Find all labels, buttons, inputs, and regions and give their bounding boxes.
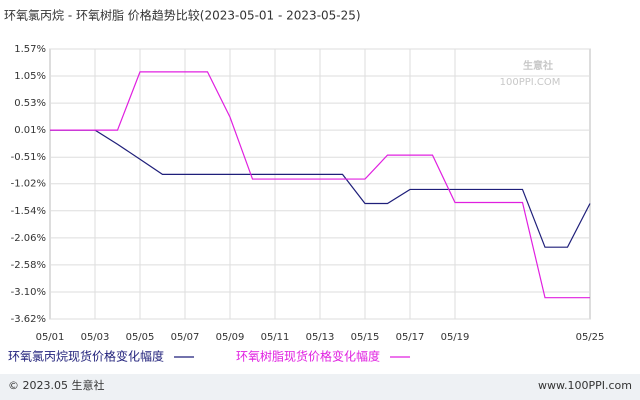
- y-tick-label: 1.05%: [14, 71, 46, 82]
- series-line: [50, 71, 590, 299]
- series-line: [50, 129, 591, 248]
- y-tick-label: -2.06%: [11, 233, 46, 244]
- y-tick-label: -2.58%: [11, 260, 46, 271]
- x-tick-label: 05/15: [351, 332, 380, 343]
- y-tick-label: -3.10%: [11, 287, 46, 298]
- x-tick-label: 05/07: [171, 332, 200, 343]
- y-tick-label: 0.53%: [14, 98, 46, 109]
- chart-title: 环氧氯丙烷 - 环氧树脂 价格趋势比较(2023-05-01 - 2023-05…: [4, 8, 361, 23]
- y-tick-label: -0.51%: [11, 152, 46, 163]
- x-tick-label: 05/05: [126, 332, 155, 343]
- y-tick-label: -3.62%: [11, 314, 46, 325]
- x-tick-label: 05/13: [306, 332, 335, 343]
- x-tick-label: 05/03: [81, 332, 110, 343]
- x-tick-label: 05/09: [216, 332, 245, 343]
- x-tick-label: 05/19: [441, 332, 470, 343]
- y-tick-label: 0.01%: [14, 125, 46, 136]
- footer-band: [0, 374, 640, 400]
- legend-label: 环氧氯丙烷现货价格变化幅度: [8, 349, 164, 364]
- watermark: 生意社: [523, 59, 553, 72]
- x-tick-label: 05/01: [36, 332, 65, 343]
- x-tick-label: 05/25: [576, 332, 605, 343]
- x-tick-label: 05/17: [396, 332, 425, 343]
- y-tick-label: -1.54%: [11, 206, 46, 217]
- x-tick-label: 05/11: [261, 332, 290, 343]
- watermark-sub: 100PPI.COM: [500, 77, 561, 88]
- footer-left: © 2023.05 生意社: [8, 378, 104, 392]
- legend-label: 环氧树脂现货价格变化幅度: [236, 349, 380, 364]
- footer-right: www.100PPI.com: [538, 379, 632, 392]
- y-tick-label: -1.02%: [11, 179, 46, 190]
- y-tick-label: 1.57%: [14, 44, 46, 55]
